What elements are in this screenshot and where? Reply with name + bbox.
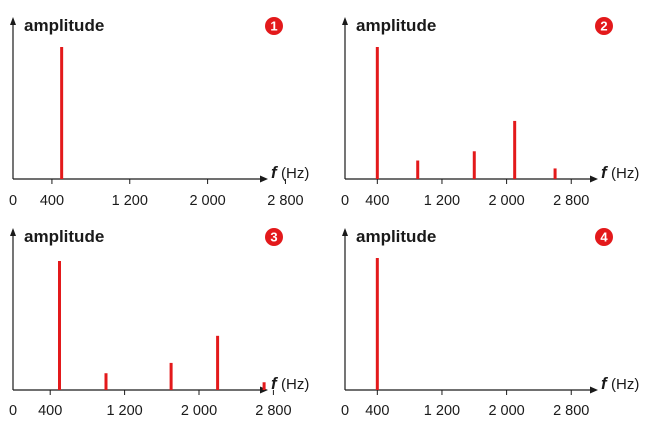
spectral-line-bar <box>216 335 220 390</box>
y-axis-label: amplitude <box>24 16 104 35</box>
y-axis-arrow <box>10 228 16 236</box>
x-axis-symbol: f <box>271 163 279 182</box>
x-tick-label: 2 800 <box>267 193 303 209</box>
x-tick-label: 400 <box>365 403 389 419</box>
y-axis-label: amplitude <box>356 227 436 246</box>
x-tick-label: 2 000 <box>189 193 225 209</box>
x-axis-arrow <box>590 175 598 183</box>
x-axis-symbol: f <box>601 163 609 182</box>
spectral-line-bar <box>513 120 517 179</box>
x-tick-label: 2 000 <box>488 403 524 419</box>
panel-number-text: 3 <box>270 230 277 245</box>
x-tick-label: 2 800 <box>255 403 291 419</box>
spectral-line-bar <box>169 362 173 390</box>
spectral-line-bar <box>104 373 108 390</box>
y-axis-arrow <box>342 17 348 25</box>
spectral-line-bar <box>553 168 557 179</box>
x-tick-label: 1 200 <box>112 193 148 209</box>
x-tick-label: 1 200 <box>106 403 142 419</box>
x-tick-label: 400 <box>40 193 64 209</box>
x-tick-label: 1 200 <box>424 193 460 209</box>
x-axis-symbol: f <box>601 374 609 393</box>
x-tick-label: 2 000 <box>181 403 217 419</box>
x-axis-unit: (Hz) <box>611 376 639 393</box>
spectrum-panel-2: amplitude 2 f (Hz) 0 400 1 200 2 000 2 800 <box>341 16 639 209</box>
spectral-line-bar <box>58 261 61 390</box>
panel-number-text: 2 <box>600 19 607 34</box>
x-tick-label: 2 000 <box>488 193 524 209</box>
x-tick-label: 0 <box>9 403 17 419</box>
spectral-line-bar <box>375 258 379 390</box>
x-tick-label: 400 <box>365 193 389 209</box>
panel-number-text: 4 <box>600 230 608 245</box>
panel-number-badge <box>265 17 283 35</box>
spectrum-panel-3: amplitude 3 f (Hz) 0 400 1 200 2 000 2 800 <box>9 227 309 419</box>
x-tick-label: 0 <box>341 403 349 419</box>
spectral-line-bar <box>262 382 266 390</box>
x-tick-label: 0 <box>9 193 17 209</box>
x-tick-label: 400 <box>38 403 62 419</box>
x-tick-label: 0 <box>341 193 349 209</box>
x-axis-unit: (Hz) <box>611 165 639 182</box>
y-axis-label: amplitude <box>24 227 104 246</box>
spectrum-panel-4: amplitude 4 f (Hz) 0 400 1 200 2 000 2 800 <box>341 227 639 419</box>
y-axis-label: amplitude <box>356 16 436 35</box>
panel-number-badge <box>595 17 613 35</box>
x-axis-arrow <box>260 175 268 183</box>
x-tick-label: 2 800 <box>553 403 589 419</box>
panel-number-badge <box>265 228 283 246</box>
x-axis-unit: (Hz) <box>281 376 309 393</box>
spectrum-panel-1: amplitude 1 f (Hz) 0 400 1 200 2 000 2 800 <box>9 16 309 209</box>
spectral-line-bar <box>60 47 64 179</box>
x-axis-unit: (Hz) <box>281 165 309 182</box>
panel-number-text: 1 <box>270 19 277 34</box>
x-tick-label: 2 800 <box>553 193 589 209</box>
y-axis-arrow <box>10 17 16 25</box>
x-tick-label: 1 200 <box>424 403 460 419</box>
panel-number-badge <box>595 228 613 246</box>
spectral-line-bar <box>375 47 379 179</box>
x-axis-symbol: f <box>271 374 279 393</box>
spectral-line-bar <box>416 160 420 179</box>
y-axis-arrow <box>342 228 348 236</box>
x-axis-arrow <box>590 386 598 394</box>
spectral-line-bar <box>472 151 476 179</box>
